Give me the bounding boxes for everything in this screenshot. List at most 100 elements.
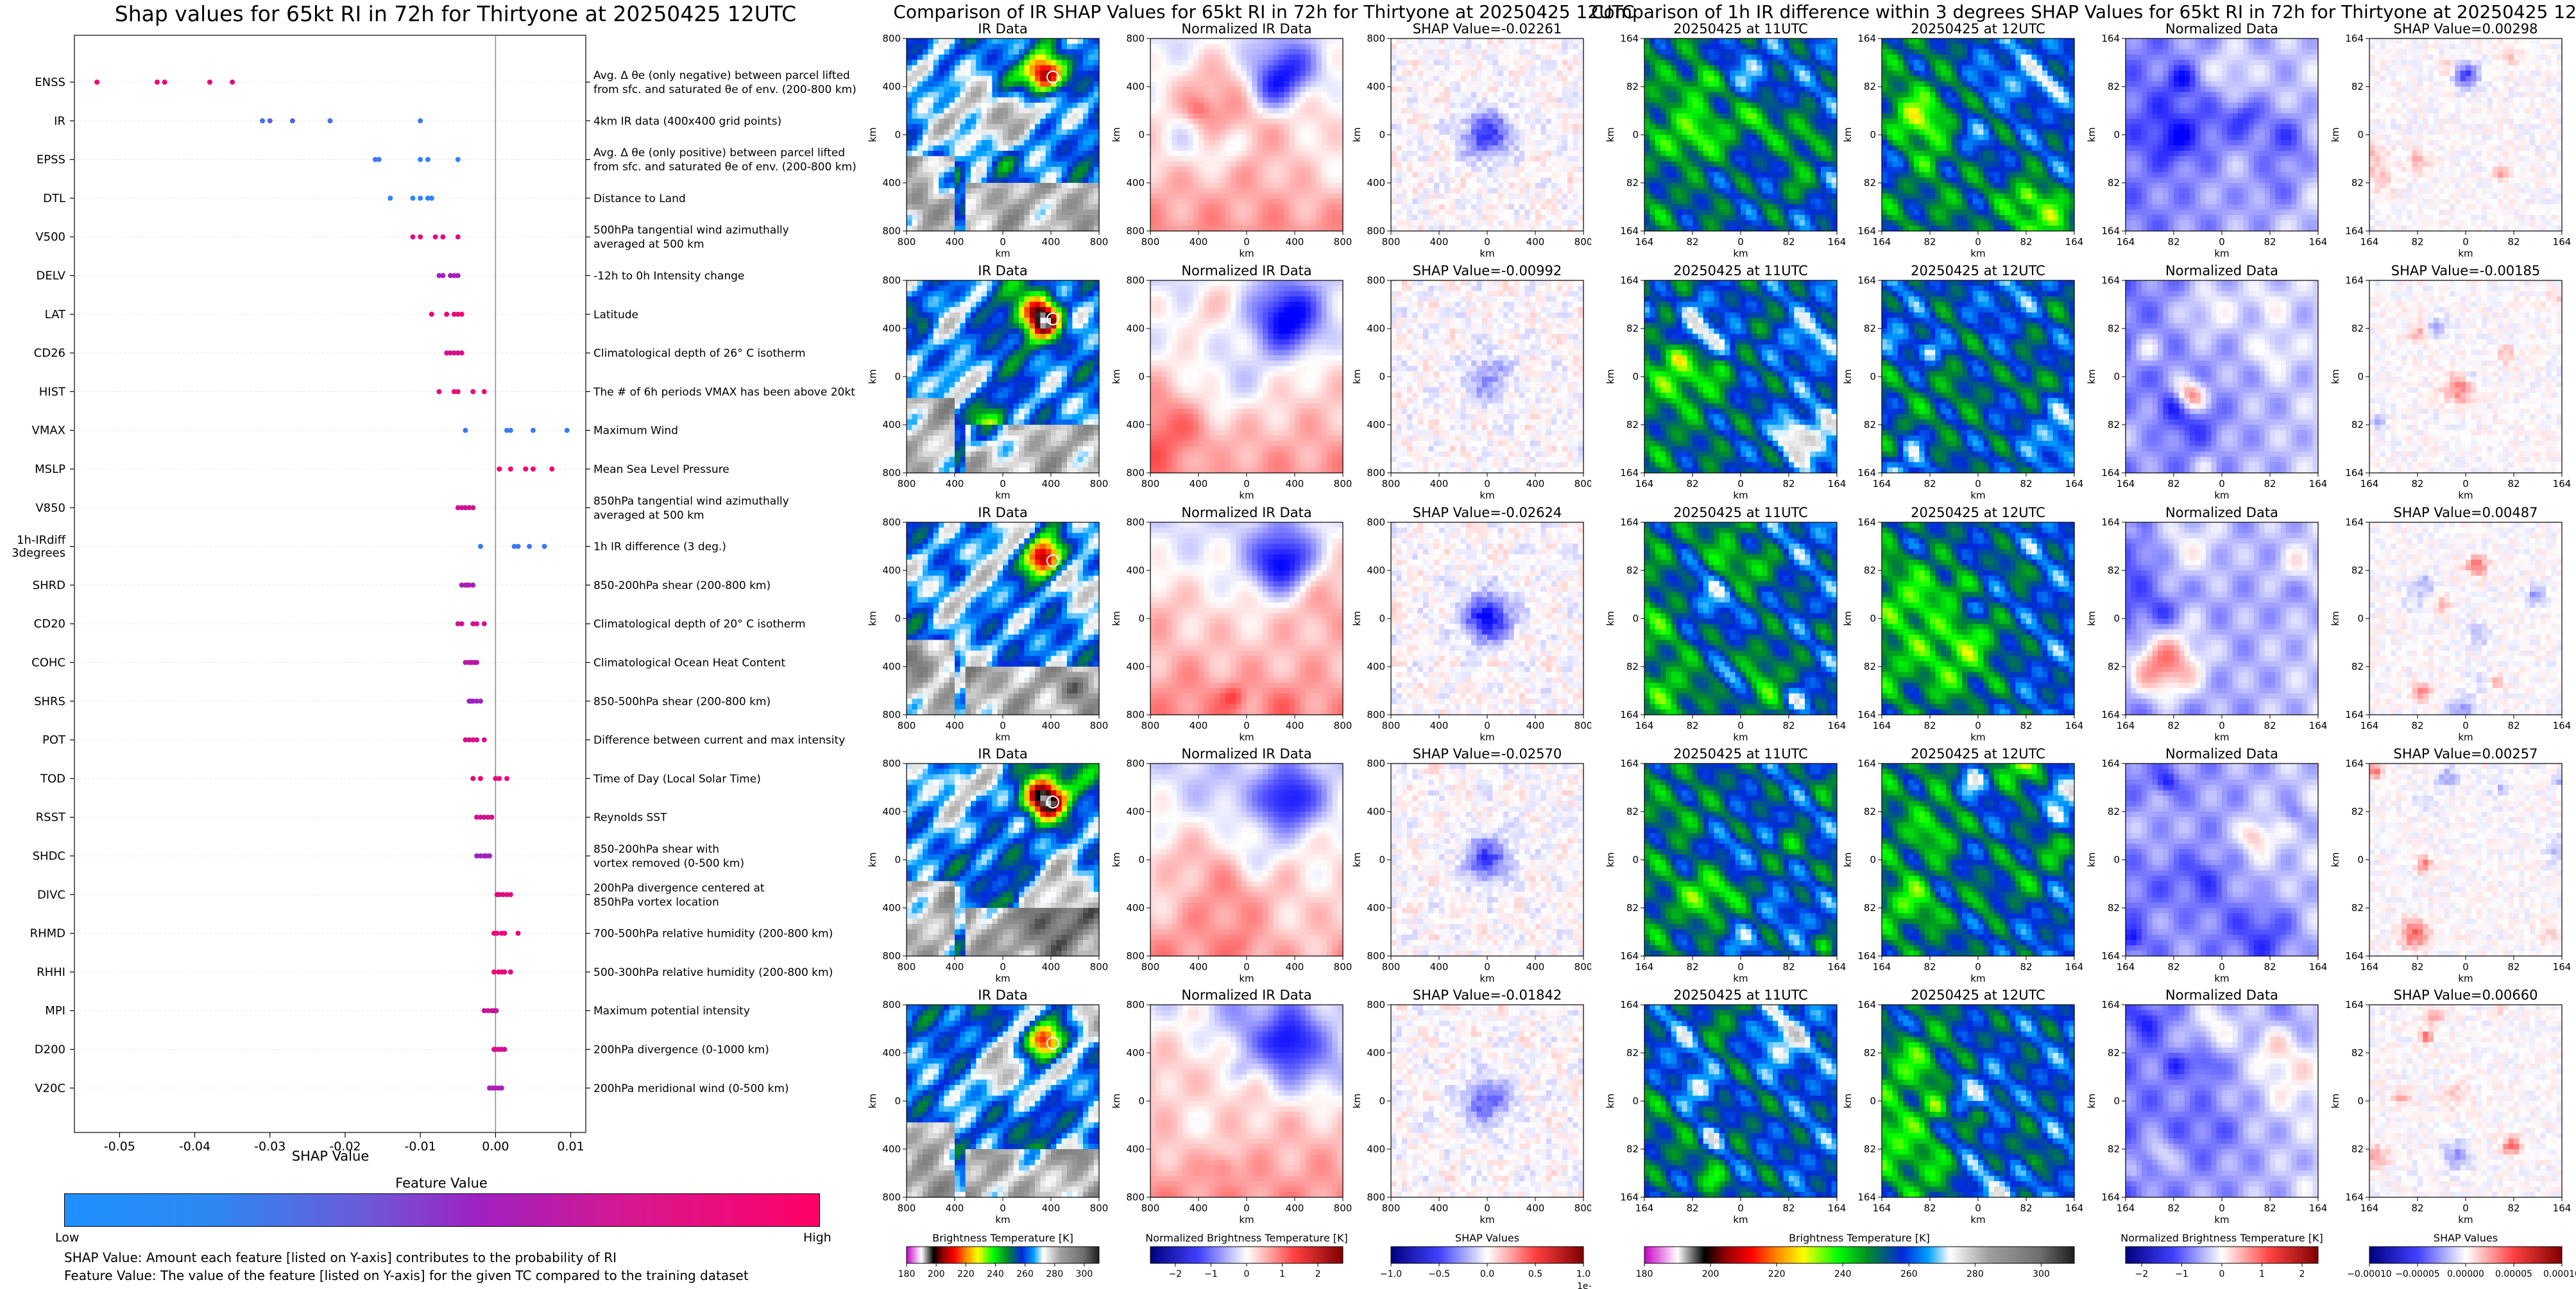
- shap-point: [493, 1008, 499, 1014]
- shap-point: [481, 814, 487, 820]
- y-axis-label: km: [1351, 611, 1363, 626]
- shap-point: [508, 427, 513, 433]
- y-tick-label: 0: [894, 854, 901, 866]
- shap-point: [436, 389, 442, 395]
- y-axis-label: km: [867, 369, 878, 384]
- x-tick-label: 0: [1484, 1202, 1490, 1214]
- x-tick-label: 800: [1334, 478, 1352, 490]
- shap-point: [451, 389, 457, 395]
- x-tick-label: -0.02: [329, 1140, 361, 1154]
- y-tick-label: 800: [882, 709, 901, 721]
- x-tick-label: 0: [1000, 720, 1006, 731]
- y-axis-label: km: [1351, 852, 1363, 867]
- y-tick-label: 164: [1620, 758, 1639, 769]
- shap-point: [477, 698, 483, 704]
- y-tick-label: 400: [882, 661, 901, 672]
- x-tick-label: 164: [1828, 236, 1847, 248]
- y-tick-label: 82: [2351, 419, 2364, 431]
- x-tick-label: 82: [1782, 961, 1795, 973]
- x-tick-label: 400: [1526, 478, 1545, 490]
- diff-norm-colorbar: [2125, 1246, 2319, 1264]
- y-tick-label: 82: [2108, 661, 2120, 672]
- y-tick-label: 82: [1864, 1143, 1876, 1155]
- feature-name: CD20: [34, 617, 65, 631]
- shap-point: [477, 853, 483, 858]
- x-tick-label: 0: [1243, 1202, 1250, 1214]
- x-tick-label: 800: [1382, 236, 1401, 248]
- x-tick-label: 164: [1828, 720, 1847, 731]
- colorbar-tick-label: 260: [1900, 1269, 1918, 1279]
- feature-name: VMAX: [32, 424, 66, 438]
- y-axis-label: km: [1605, 369, 1616, 384]
- feature-name: V850: [35, 501, 65, 515]
- y-axis-label: km: [2086, 852, 2097, 867]
- y-tick-label: 800: [882, 1191, 901, 1203]
- y-tick-label: 82: [2108, 565, 2120, 576]
- feature-description: Reynolds SST: [593, 812, 667, 824]
- y-tick-label: 82: [1626, 81, 1639, 92]
- x-tick-label: 400: [1286, 478, 1304, 490]
- x-tick-label: 0: [1243, 720, 1250, 731]
- heatmap-panel: [907, 764, 1100, 957]
- x-tick-label: 82: [1923, 961, 1936, 973]
- y-tick-label: 800: [882, 758, 901, 769]
- x-axis-label: km: [1970, 1214, 1985, 1225]
- feature-description: -12h to 0h Intensity change: [593, 270, 744, 283]
- shap-point: [466, 737, 472, 743]
- panel-title: SHAP Value=-0.01842: [1413, 987, 1562, 1003]
- y-tick-label: 0: [1632, 371, 1639, 382]
- y-tick-label: 164: [2101, 467, 2120, 479]
- colorbar-tick-label: 280: [1046, 1269, 1063, 1279]
- feature-description: Avg. Δ θe (only negative) between parcel…: [593, 69, 857, 96]
- feature-description: Avg. Δ θe (only positive) between parcel…: [593, 147, 857, 174]
- x-axis-label: km: [2214, 490, 2229, 501]
- shap-point: [477, 543, 483, 549]
- x-tick-label: 82: [2167, 478, 2179, 490]
- y-tick-label: 82: [2351, 1143, 2364, 1155]
- y-tick-label: 0: [2113, 371, 2120, 382]
- shap-point: [440, 234, 446, 240]
- y-tick-label: 400: [1126, 1143, 1145, 1155]
- storm-center-marker: [1046, 71, 1059, 83]
- y-tick-label: 800: [1367, 950, 1385, 962]
- y-tick-label: 82: [1626, 1047, 1639, 1059]
- colorbar-tick-label: 280: [1966, 1269, 1984, 1279]
- feature-name: RHHI: [37, 966, 65, 979]
- panel-title: 20250425 at 12UTC: [1911, 746, 2045, 762]
- shap-point: [455, 505, 461, 511]
- feature-description: 850-500hPa shear (200-800 km): [593, 696, 771, 708]
- x-tick-label: 400: [1042, 478, 1061, 490]
- feature-description: Distance to Land: [593, 192, 686, 205]
- colorbar-tick-label: 200: [1702, 1269, 1719, 1279]
- shap-point: [502, 969, 508, 975]
- x-tick-label: 400: [1526, 961, 1545, 973]
- feature-description: 700-500hPa relative humidity (200-800 km…: [593, 928, 833, 941]
- x-tick-label: 164: [2360, 1202, 2379, 1214]
- heatmap-panel: [1391, 280, 1584, 474]
- y-tick-label: 164: [2345, 999, 2364, 1011]
- colorbar-tick-label: 0.00010: [2543, 1269, 2576, 1279]
- panel-title: SHAP Value=0.00298: [2394, 21, 2538, 37]
- shap-point: [230, 80, 235, 85]
- y-tick-label: 82: [1626, 806, 1639, 817]
- diff-shap-colorbar: [2369, 1246, 2563, 1264]
- x-tick-label: 400: [1042, 1202, 1061, 1214]
- feature-name: V500: [35, 230, 65, 244]
- shap-point: [481, 389, 487, 395]
- panel-title: SHAP Value=-0.00185: [2391, 263, 2541, 278]
- x-tick-label: 400: [1286, 236, 1304, 248]
- x-tick-label: 82: [2507, 961, 2520, 973]
- y-tick-label: 400: [882, 1047, 901, 1059]
- y-tick-label: 82: [1626, 419, 1639, 431]
- x-tick-label: 400: [1430, 961, 1449, 973]
- shap-point: [474, 737, 480, 743]
- y-tick-label: 0: [2357, 854, 2364, 866]
- shap-point: [481, 737, 487, 743]
- shap-point: [459, 311, 465, 317]
- x-tick-label: 164: [1828, 478, 1847, 490]
- x-axis-label: km: [1733, 1214, 1748, 1225]
- panel-title: Normalized IR Data: [1181, 746, 1311, 762]
- colorbar-tick-label: 200: [928, 1269, 945, 1279]
- heatmap-panel: [1391, 764, 1584, 957]
